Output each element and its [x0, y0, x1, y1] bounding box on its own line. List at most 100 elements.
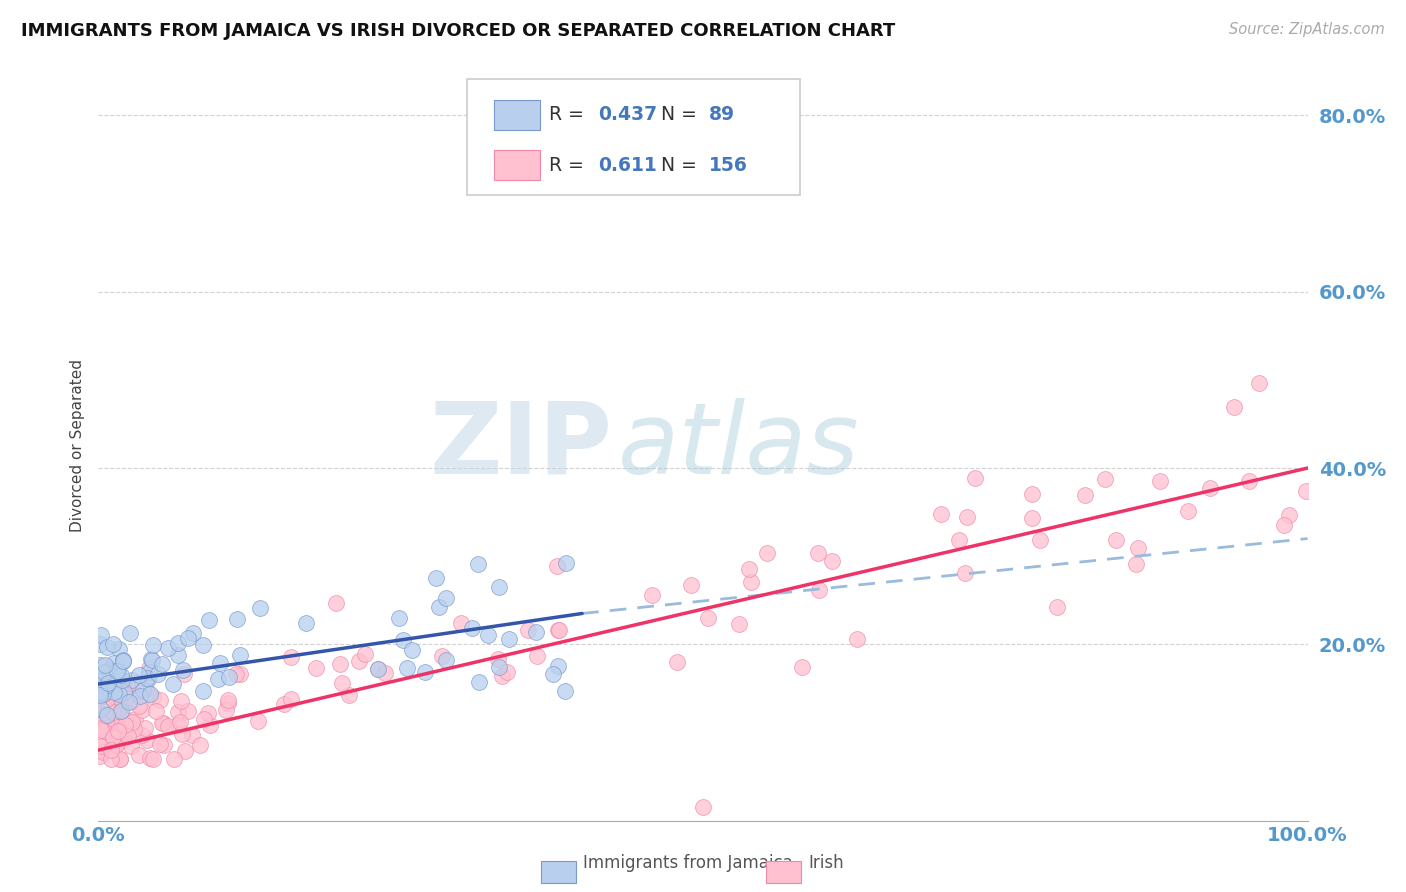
Point — [170, 694, 193, 708]
Point — [114, 712, 136, 726]
Point — [1272, 518, 1295, 533]
Point — [101, 731, 124, 745]
Point — [1149, 474, 1171, 488]
Point — [697, 610, 720, 624]
Point — [181, 625, 204, 640]
Point — [207, 672, 229, 686]
Point — [100, 743, 122, 757]
Point — [172, 664, 194, 678]
Point — [190, 738, 212, 752]
Text: Immigrants from Jamaica: Immigrants from Jamaica — [583, 855, 793, 872]
Point — [103, 685, 125, 699]
Point — [1021, 511, 1043, 525]
Point — [1028, 533, 1050, 548]
Point — [110, 752, 132, 766]
Point — [122, 692, 145, 706]
Point — [128, 668, 150, 682]
Point — [94, 658, 117, 673]
Point — [395, 661, 418, 675]
Point — [110, 692, 132, 706]
Point — [108, 687, 131, 701]
Point — [101, 706, 124, 720]
Point — [90, 674, 112, 689]
Point — [108, 713, 131, 727]
Point — [430, 648, 453, 663]
Text: 0.437: 0.437 — [598, 105, 657, 124]
Point — [97, 663, 120, 677]
Point — [176, 704, 198, 718]
Point — [90, 628, 112, 642]
Point — [150, 716, 173, 731]
Point — [929, 507, 952, 521]
Point — [138, 661, 160, 675]
Text: N =: N = — [661, 105, 703, 124]
Point — [547, 624, 569, 638]
Point — [94, 679, 117, 693]
Point — [305, 661, 328, 675]
Point — [111, 654, 134, 668]
Point — [524, 624, 547, 639]
Point — [1278, 508, 1301, 523]
Point — [948, 533, 970, 548]
Point — [1177, 504, 1199, 518]
Point — [142, 638, 165, 652]
Point — [135, 681, 157, 696]
Point — [249, 601, 271, 615]
Point — [163, 752, 186, 766]
Point — [821, 554, 844, 568]
Point — [98, 684, 121, 698]
Point — [526, 648, 548, 663]
Point — [90, 723, 112, 738]
Point — [681, 578, 703, 592]
Point — [429, 599, 451, 614]
Text: Irish: Irish — [808, 855, 844, 872]
Point — [96, 691, 118, 706]
Point — [401, 643, 423, 657]
Point — [477, 628, 499, 642]
Point — [128, 699, 150, 714]
Point — [193, 712, 215, 726]
Point — [91, 745, 114, 759]
Point — [468, 674, 491, 689]
Point — [197, 613, 219, 627]
Point — [107, 663, 129, 677]
Point — [91, 687, 114, 701]
Point — [91, 739, 114, 753]
Point — [112, 722, 135, 736]
Point — [120, 690, 142, 705]
Point — [413, 665, 436, 679]
Point — [108, 699, 131, 714]
Point — [162, 676, 184, 690]
Point — [181, 728, 204, 742]
Point — [177, 631, 200, 645]
Point — [117, 729, 139, 743]
Point — [89, 706, 111, 720]
Point — [329, 657, 352, 671]
Point — [425, 571, 447, 585]
Point — [174, 744, 197, 758]
Point — [790, 660, 813, 674]
Point — [273, 697, 295, 711]
Point — [149, 738, 172, 752]
Point — [755, 546, 778, 560]
Point — [208, 657, 231, 671]
Point — [498, 632, 520, 646]
Point — [330, 676, 353, 690]
Point — [117, 678, 139, 692]
Text: 156: 156 — [709, 156, 748, 175]
Point — [434, 653, 457, 667]
Point — [367, 662, 389, 676]
Point — [149, 693, 172, 707]
Point — [488, 659, 510, 673]
Point — [91, 671, 114, 685]
Point — [547, 659, 569, 673]
Point — [89, 667, 111, 681]
Point — [93, 665, 115, 680]
Point — [325, 596, 347, 610]
Point — [167, 648, 190, 663]
Point — [111, 673, 134, 687]
Point — [118, 695, 141, 709]
Point — [225, 667, 247, 681]
Point — [347, 654, 370, 668]
Point — [737, 562, 759, 576]
